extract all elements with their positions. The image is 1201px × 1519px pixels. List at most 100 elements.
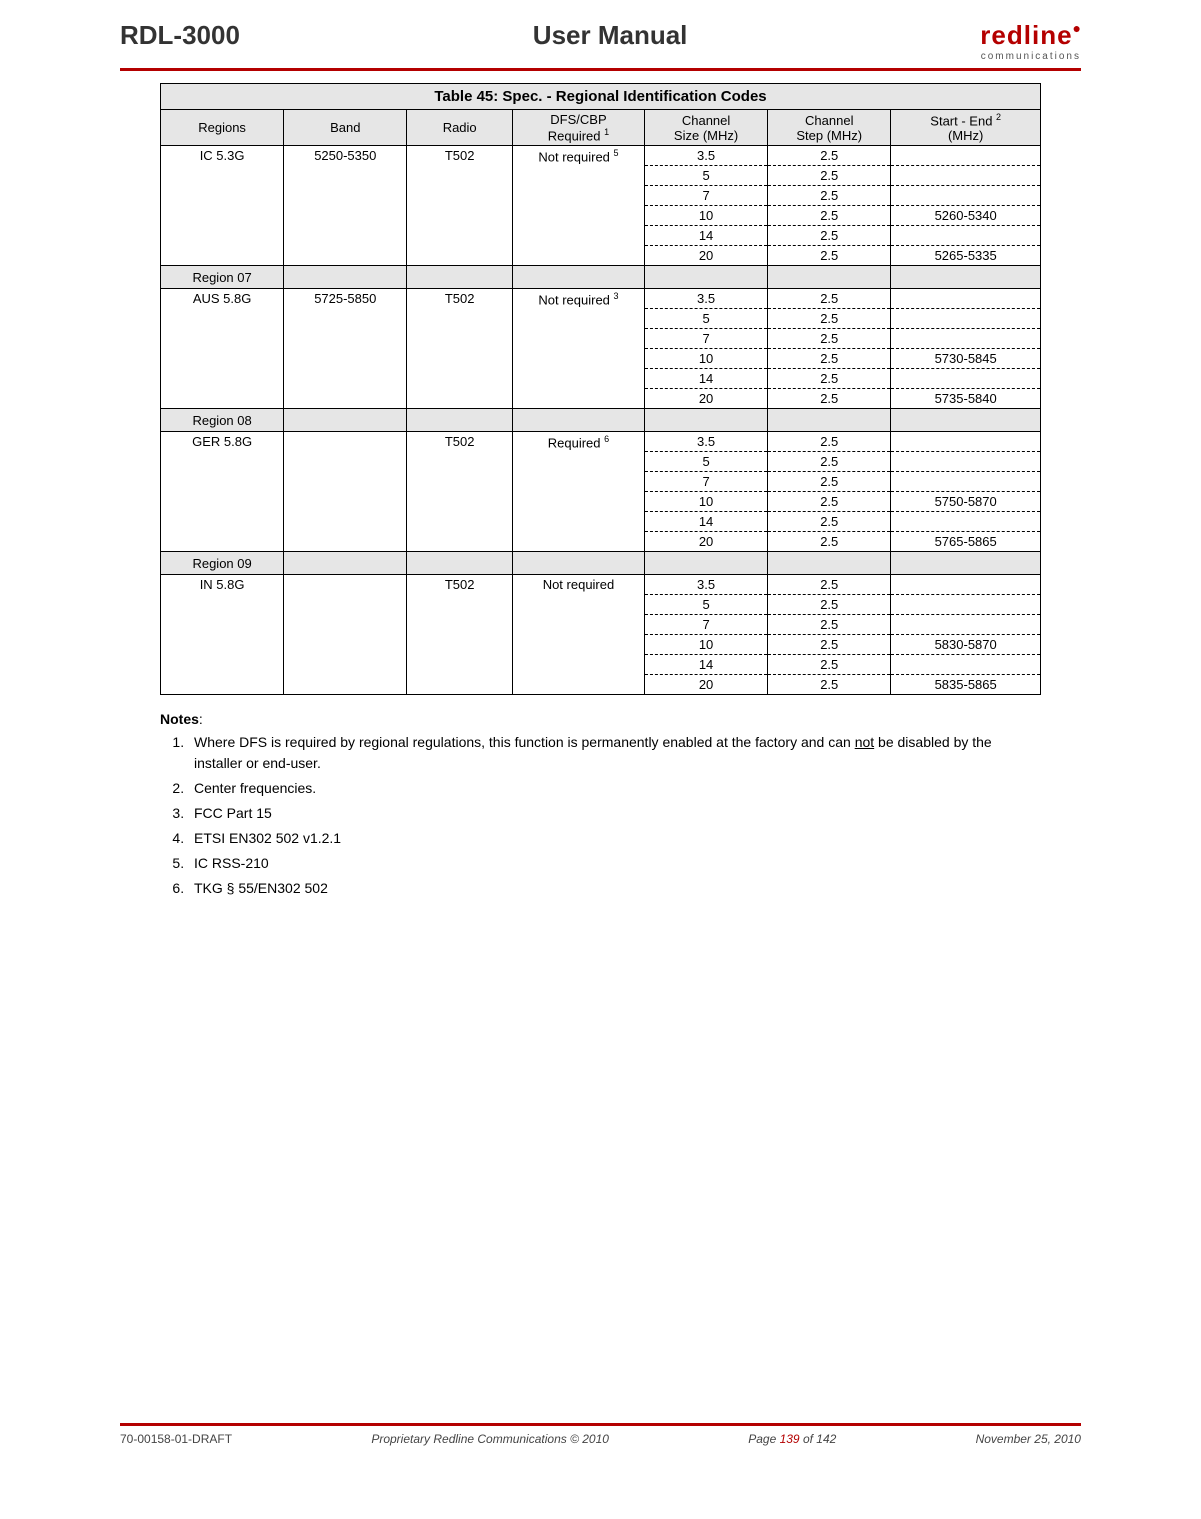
cell-size: 20 <box>644 675 767 695</box>
cell-dfs: Required 6 <box>512 432 644 552</box>
region-separator-row: Region 09 <box>161 552 1041 575</box>
cell-step: 2.5 <box>768 512 891 532</box>
cell-size: 3.5 <box>644 432 767 452</box>
cell-dfs: Not required 5 <box>512 146 644 266</box>
notes-section: Notes: Where DFS is required by regional… <box>160 709 1041 899</box>
doc-title: User Manual <box>240 20 980 51</box>
footer-page: Page 139 of 142 <box>748 1432 836 1446</box>
col-start-end: Start - End 2(MHz) <box>891 110 1041 146</box>
cell-step: 2.5 <box>768 369 891 389</box>
cell-range <box>891 615 1041 635</box>
cell-range: 5735-5840 <box>891 389 1041 409</box>
cell-step: 2.5 <box>768 186 891 206</box>
cell-size: 7 <box>644 186 767 206</box>
region-separator-row: Region 08 <box>161 409 1041 432</box>
footer-copyright: Proprietary Redline Communications © 201… <box>371 1432 609 1446</box>
cell-size: 10 <box>644 349 767 369</box>
cell-range <box>891 452 1041 472</box>
cell-range <box>891 512 1041 532</box>
notes-item: IC RSS-210 <box>188 853 1041 874</box>
footer-rule <box>120 1423 1081 1426</box>
cell-step: 2.5 <box>768 289 891 309</box>
footer-date: November 25, 2010 <box>976 1432 1081 1446</box>
cell-band: 5725-5850 <box>284 289 407 409</box>
cell-size: 20 <box>644 389 767 409</box>
notes-list: Where DFS is required by regional regula… <box>160 732 1041 899</box>
cell-radio: T502 <box>407 146 513 266</box>
cell-size: 14 <box>644 369 767 389</box>
table-title: Table 45: Spec. - Regional Identificatio… <box>161 84 1041 110</box>
cell-region: AUS 5.8G <box>161 289 284 409</box>
notes-item: Where DFS is required by regional regula… <box>188 732 1041 774</box>
cell-region: IN 5.8G <box>161 575 284 695</box>
region-separator-row: Region 07 <box>161 266 1041 289</box>
col-regions: Regions <box>161 110 284 146</box>
cell-step: 2.5 <box>768 432 891 452</box>
cell-band <box>284 575 407 695</box>
cell-size: 5 <box>644 166 767 186</box>
cell-range <box>891 226 1041 246</box>
notes-item: TKG § 55/EN302 502 <box>188 878 1041 899</box>
region-separator-label: Region 09 <box>161 552 284 575</box>
cell-range <box>891 432 1041 452</box>
table-row: IN 5.8GT502Not required3.52.5 <box>161 575 1041 595</box>
cell-step: 2.5 <box>768 615 891 635</box>
cell-size: 3.5 <box>644 289 767 309</box>
cell-range <box>891 369 1041 389</box>
cell-range <box>891 146 1041 166</box>
cell-step: 2.5 <box>768 675 891 695</box>
table-row: AUS 5.8G5725-5850T502Not required 33.52.… <box>161 289 1041 309</box>
notes-item: FCC Part 15 <box>188 803 1041 824</box>
cell-range <box>891 309 1041 329</box>
cell-step: 2.5 <box>768 595 891 615</box>
cell-size: 14 <box>644 655 767 675</box>
cell-size: 7 <box>644 615 767 635</box>
cell-size: 7 <box>644 472 767 492</box>
table-row: GER 5.8GT502Required 63.52.5 <box>161 432 1041 452</box>
cell-step: 2.5 <box>768 206 891 226</box>
col-radio: Radio <box>407 110 513 146</box>
region-separator-label: Region 07 <box>161 266 284 289</box>
cell-range: 5265-5335 <box>891 246 1041 266</box>
cell-radio: T502 <box>407 432 513 552</box>
cell-step: 2.5 <box>768 492 891 512</box>
header-bar: RDL-3000 User Manual redline● communicat… <box>120 20 1081 71</box>
col-ch-size: ChannelSize (MHz) <box>644 110 767 146</box>
cell-range <box>891 575 1041 595</box>
footer-doc: 70-00158-01-DRAFT <box>120 1432 232 1446</box>
cell-range <box>891 329 1041 349</box>
cell-step: 2.5 <box>768 472 891 492</box>
cell-step: 2.5 <box>768 226 891 246</box>
cell-range: 5830-5870 <box>891 635 1041 655</box>
col-ch-step: ChannelStep (MHz) <box>768 110 891 146</box>
cell-step: 2.5 <box>768 349 891 369</box>
cell-step: 2.5 <box>768 635 891 655</box>
region-separator-label: Region 08 <box>161 409 284 432</box>
cell-range: 5835-5865 <box>891 675 1041 695</box>
cell-size: 5 <box>644 309 767 329</box>
logo-dot-icon: ● <box>1073 20 1081 36</box>
cell-step: 2.5 <box>768 166 891 186</box>
cell-dfs: Not required 3 <box>512 289 644 409</box>
cell-size: 20 <box>644 532 767 552</box>
cell-range: 5260-5340 <box>891 206 1041 226</box>
logo: redline● communications <box>980 20 1081 62</box>
logo-text: redline <box>980 20 1072 50</box>
cell-range <box>891 186 1041 206</box>
cell-size: 7 <box>644 329 767 349</box>
spec-table: Table 45: Spec. - Regional Identificatio… <box>160 83 1041 695</box>
cell-region: GER 5.8G <box>161 432 284 552</box>
cell-step: 2.5 <box>768 309 891 329</box>
cell-range: 5730-5845 <box>891 349 1041 369</box>
col-band: Band <box>284 110 407 146</box>
col-dfs: DFS/CBPRequired 1 <box>512 110 644 146</box>
cell-range <box>891 289 1041 309</box>
cell-range: 5750-5870 <box>891 492 1041 512</box>
cell-step: 2.5 <box>768 389 891 409</box>
cell-size: 14 <box>644 226 767 246</box>
logo-subtext: communications <box>980 51 1081 62</box>
doc-model: RDL-3000 <box>120 20 240 51</box>
cell-region: IC 5.3G <box>161 146 284 266</box>
footer: 70-00158-01-DRAFT Proprietary Redline Co… <box>120 1432 1081 1446</box>
cell-size: 3.5 <box>644 146 767 166</box>
